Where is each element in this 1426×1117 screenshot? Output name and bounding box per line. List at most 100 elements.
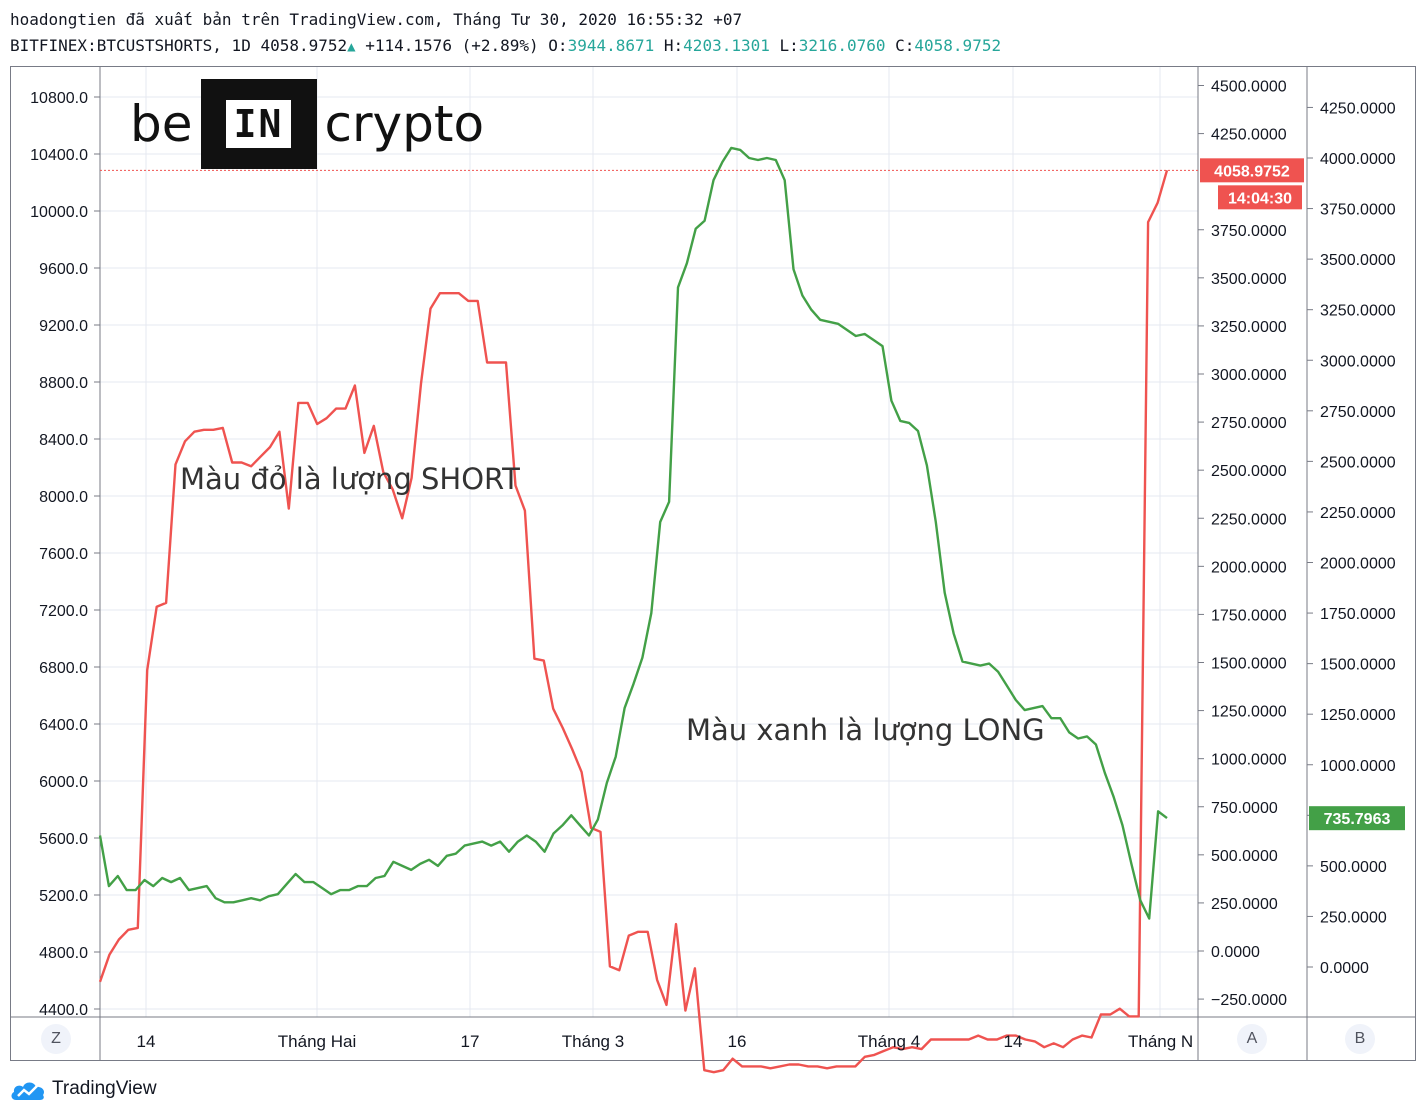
chart-frame [10,66,1416,1061]
x-axis-tick-label: Tháng N [1128,1032,1193,1051]
left-axis-tick-label: 6000.0 [39,774,88,791]
tradingview-label: TradingView [52,1078,157,1099]
left-axis-tick-label: 9600.0 [39,261,88,278]
series-line-short [98,169,1169,1074]
x-axis-tick-label: 16 [728,1032,747,1051]
right-axis-a-tick-label: 3000.0000 [1211,367,1287,384]
tick-labels: 10800.0 10400.0 10000.0 9600.0 9200.0 8800.0 8… [30,79,1396,1052]
left-axis-tick-label: 10400.0 [30,147,88,164]
right-axis-a-tick-label: 1500.0000 [1211,656,1287,673]
annotation-short: Màu đỏ là lượng SHORT [180,462,520,496]
close-label: C: [895,36,915,55]
right-axis-b-tick-label: 2750.0000 [1320,404,1396,421]
x-axis-tick-label: Tháng 3 [562,1032,624,1051]
right-axis-a-tick-label: 2750.0000 [1211,415,1287,432]
close-value: 4058.9752 [914,36,1002,55]
up-triangle-icon: ▲ [347,39,356,55]
right-axis-a-tick-label: 2500.0000 [1211,463,1287,480]
left-axis-tick-label: 5600.0 [39,831,88,848]
right-axis-a-tick-label: 1000.0000 [1211,752,1287,769]
price-badges: 4058.9752 14:04:30 735.7963 [1200,158,1405,831]
long-price-badge: 735.7963 [1324,811,1391,828]
low-value: 3216.0760 [798,36,886,55]
right-axis-b-tick-label: 250.0000 [1320,909,1387,926]
right-axis-b-tick-label: 2500.0000 [1320,454,1396,471]
logo-text-left: be [130,95,193,153]
countdown-badge-bg [1218,185,1302,210]
right-axis-b-tick-label: 1250.0000 [1320,707,1396,724]
right-axis-b-tick-label: 1500.0000 [1320,657,1396,674]
left-axis-tick-label: 9200.0 [39,318,88,335]
right-axis-a-tick-label: 3500.0000 [1211,271,1287,288]
publish-info: hoadongtien đã xuất bản trên TradingView… [10,10,743,29]
right-axis-a-tick-label: 0.0000 [1211,944,1260,961]
right-axis-b-tick-label: 500.0000 [1320,859,1387,876]
high-value: 4203.1301 [683,36,770,55]
right-axis-a-tick-label: 4500.0000 [1211,79,1287,96]
x-axis-tick-label: 14 [1004,1032,1023,1051]
price-change-percent: (+2.89%) [461,36,539,55]
left-axis-tick-label: 7200.0 [39,603,88,620]
right-axis-b-tick-label: 3000.0000 [1320,353,1396,370]
logo-box: IN [200,79,317,169]
right-axis-b-tick-label: 1750.0000 [1320,606,1396,623]
left-axis-tick-label: 10800.0 [30,90,88,107]
right-axis-b-tick-label: 2250.0000 [1320,505,1396,522]
right-axis-a-tick-label: 500.0000 [1211,848,1278,865]
left-axis-tick-label: 10000.0 [30,204,88,221]
annotation-long: Màu xanh là lượng LONG [686,713,1045,747]
right-axis-b-tick-label: 2000.0000 [1320,556,1396,573]
high-label: H: [663,36,684,55]
tradingview-cloud-icon [11,1082,45,1100]
low-label: L: [779,36,799,55]
right-axis-a-tick-label: 1750.0000 [1211,607,1287,624]
series-line-long [98,146,1168,920]
tradingview-brand[interactable]: TradingView [10,1076,157,1102]
right-axis-a-tick-label: 4250.0000 [1211,127,1287,144]
left-axis-tick-label: 7600.0 [39,546,88,563]
left-axis-tick-label: 6400.0 [39,717,88,734]
right-axis-a-tick-label: 2000.0000 [1211,559,1287,576]
right-axis-b-tick-label: 3250.0000 [1320,303,1396,320]
right-axis-b-tick-label: 3750.0000 [1320,202,1396,219]
short-price-badge: 4058.9752 [1214,163,1290,180]
x-axis-tick-label: Tháng 4 [858,1032,920,1051]
left-axis-tick-label: 6800.0 [39,660,88,677]
x-axis-tick-label: 14 [137,1032,156,1051]
symbol-ohlc-line: BITFINEX:BTCUSTSHORTS, 1D 4058.9752▲ +11… [10,36,1001,55]
series-lines [98,146,1198,1074]
symbol-label: BITFINEX:BTCUSTSHORTS, 1D [10,36,251,55]
right-axis-a-tick-label: 3750.0000 [1211,223,1287,240]
auto-scale-button[interactable]: A [1237,1024,1267,1054]
logo-text-right: crypto [324,95,485,153]
zoom-button[interactable]: Z [41,1024,71,1054]
left-axis-tick-label: 4400.0 [39,1002,88,1019]
left-axis-tick-label: 8800.0 [39,375,88,392]
axes [10,67,1416,1060]
left-axis-tick-label: 5200.0 [39,888,88,905]
x-axis-tick-label: 17 [461,1032,480,1051]
right-axis-b-tick-label: 1000.0000 [1320,758,1396,775]
x-axis-tick-label: Tháng Hai [278,1032,356,1051]
beincrypto-logo: be IN crypto [130,76,484,172]
right-axis-a-tick-label: 2250.0000 [1211,511,1287,528]
countdown-badge: 14:04:30 [1228,190,1292,207]
right-axis-b-tick-label: 4000.0000 [1320,151,1396,168]
short-price-badge-bg [1200,158,1304,183]
grid [100,67,1198,1017]
right-axis-b-tick-label: 3500.0000 [1320,252,1396,269]
long-price-badge-bg [1309,806,1405,831]
right-axis-a-tick-label: −250.0000 [1211,992,1287,1009]
price-change: +114.1576 [365,36,452,55]
scale-b-button[interactable]: B [1345,1024,1375,1054]
left-axis-tick-label: 4800.0 [39,945,88,962]
right-axis-a-tick-label: 250.0000 [1211,896,1278,913]
right-axis-a-tick-label: 750.0000 [1211,800,1278,817]
logo-box-text: IN [225,100,292,148]
right-axis-b-tick-label: 4250.0000 [1320,100,1396,117]
left-axis-tick-label: 8400.0 [39,432,88,449]
last-price: 4058.9752 [260,36,348,55]
open-value: 3944.8671 [567,36,655,55]
left-axis-tick-label: 8000.0 [39,489,88,506]
